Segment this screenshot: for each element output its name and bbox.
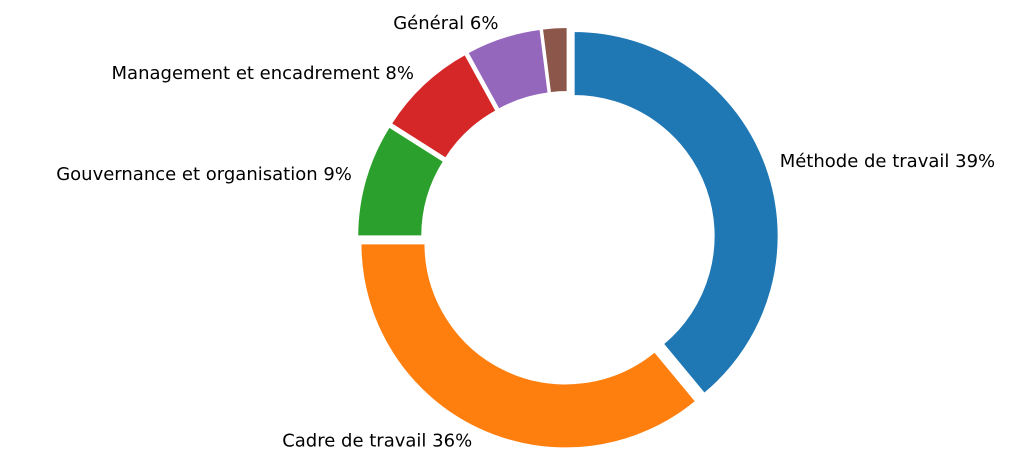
slice xyxy=(540,26,569,95)
category-label: Cadre de travail xyxy=(282,431,426,452)
category-label: Méthode de travail xyxy=(780,151,950,172)
slice xyxy=(572,29,780,396)
slice-label: Management et encadrement 8% xyxy=(112,63,414,84)
category-label: Management et encadrement xyxy=(112,63,380,84)
slice-label: Gouvernance et organisation 9% xyxy=(56,164,352,185)
category-label: Général xyxy=(393,13,464,34)
slice xyxy=(356,125,446,238)
value-label: 6% xyxy=(470,13,499,34)
slice-label: Méthode de travail 39% xyxy=(780,151,995,172)
slice-label: Général 6% xyxy=(393,13,498,34)
slice xyxy=(359,242,698,450)
value-label: 36% xyxy=(432,431,472,452)
value-label: 39% xyxy=(955,151,995,172)
slice-label: Cadre de travail 36% xyxy=(282,431,472,452)
slice xyxy=(389,52,498,160)
category-label: Gouvernance et organisation xyxy=(56,164,317,185)
value-label: 8% xyxy=(385,63,414,84)
value-label: 9% xyxy=(323,164,352,185)
slice xyxy=(466,27,550,111)
